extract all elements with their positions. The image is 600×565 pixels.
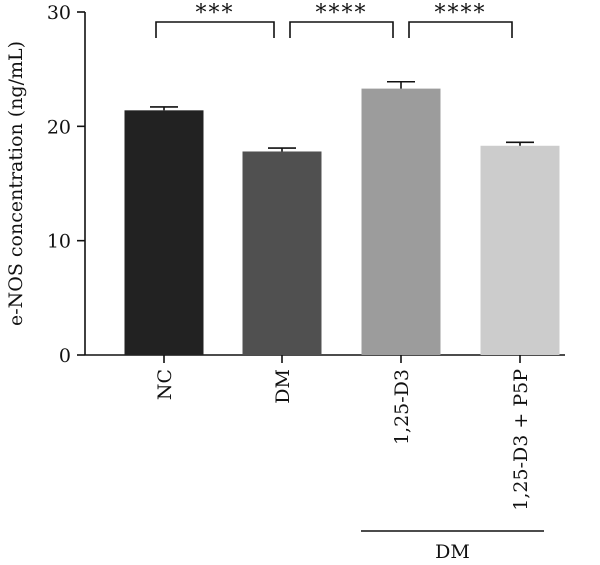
x-tick-label: NC bbox=[154, 369, 176, 400]
bars bbox=[124, 88, 560, 356]
bar-2 bbox=[361, 88, 441, 355]
y-tick-label: 20 bbox=[47, 116, 71, 138]
bar-3 bbox=[480, 145, 560, 355]
group-label: DM bbox=[435, 541, 470, 560]
significance-label: *** bbox=[196, 1, 235, 26]
bar-1 bbox=[242, 151, 322, 355]
significance-label: **** bbox=[316, 1, 368, 26]
bar-0 bbox=[124, 110, 204, 356]
significance-brackets bbox=[155, 21, 544, 532]
labels: 0 10 20 30 e-NOS concentration (ng/mL) NC DM 1,… bbox=[5, 1, 532, 563]
x-tick-label: DM bbox=[272, 369, 294, 404]
significance-label: **** bbox=[435, 1, 487, 26]
significance-bracket-2 bbox=[408, 21, 513, 38]
y-tick-label: 0 bbox=[59, 345, 71, 367]
y-axis-label: e-NOS concentration (ng/mL) bbox=[5, 41, 27, 326]
y-tick-label: 30 bbox=[47, 2, 71, 24]
x-tick-label: 1,25-D3 + P5P bbox=[510, 369, 532, 511]
x-tick-label: 1,25-D3 bbox=[391, 369, 413, 445]
significance-bracket-0 bbox=[155, 21, 275, 38]
y-tick-label: 10 bbox=[47, 231, 71, 253]
error-bars bbox=[150, 80, 534, 152]
significance-bracket-1 bbox=[289, 21, 394, 38]
